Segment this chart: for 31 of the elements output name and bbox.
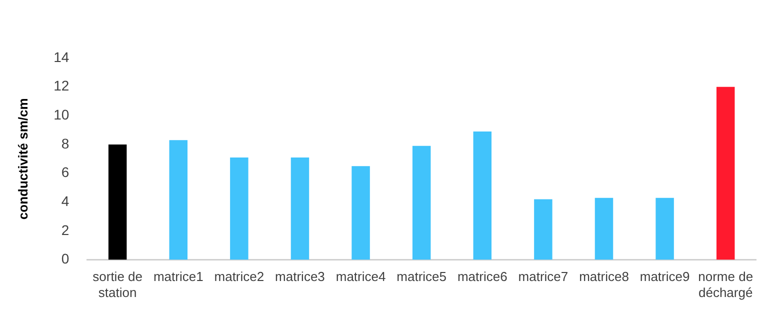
x-tick-label: matrice7 — [518, 269, 568, 284]
bar — [656, 198, 674, 260]
bar — [594, 198, 614, 260]
bar — [169, 140, 188, 260]
x-tick-label: matrice9 — [640, 269, 690, 284]
bar — [108, 144, 127, 260]
bar — [230, 157, 248, 260]
bar — [352, 166, 370, 260]
bar — [290, 157, 310, 260]
y-axis-title: conductivité sm/cm — [15, 98, 30, 220]
x-tick-label: norme de déchargé — [698, 269, 754, 300]
y-tick-label: 0 — [61, 250, 70, 267]
bar — [716, 86, 735, 260]
x-tick-label: matrice3 — [275, 269, 325, 284]
bar — [534, 199, 552, 260]
x-tick-label: matrice5 — [396, 269, 447, 284]
bar — [412, 146, 431, 260]
bar — [473, 132, 492, 260]
y-tick-label: 14 — [54, 48, 70, 65]
x-tick-label: matrice6 — [457, 269, 508, 284]
x-tick-label: matrice8 — [579, 269, 629, 284]
x-tick-label: matrice4 — [336, 269, 386, 284]
y-tick-label: 10 — [54, 106, 70, 123]
y-tick-label: 8 — [61, 135, 70, 152]
x-tick-label: sortie de station — [92, 269, 143, 300]
y-tick-label: 6 — [61, 164, 70, 180]
x-tick-label: matrice2 — [214, 269, 264, 284]
y-tick-label: 4 — [61, 193, 70, 209]
x-tick-label: matrice1 — [153, 269, 204, 284]
y-tick-label: 12 — [54, 78, 70, 94]
y-tick-label: 2 — [61, 222, 70, 238]
